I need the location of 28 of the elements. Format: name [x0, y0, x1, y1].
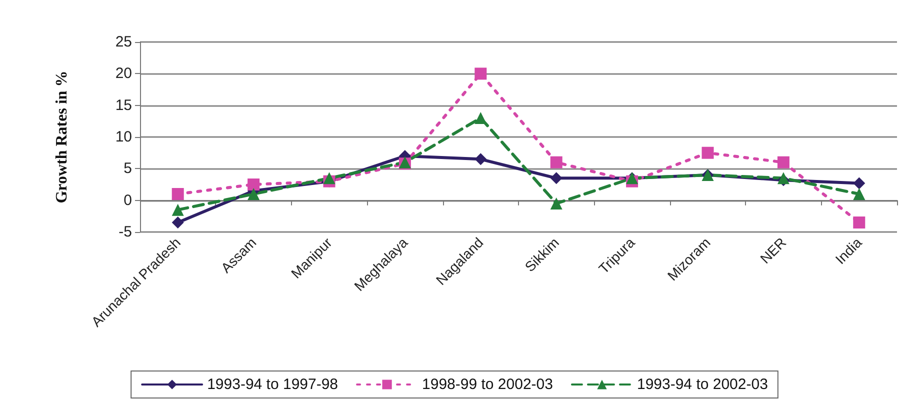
point: [474, 112, 487, 124]
point: [474, 153, 487, 166]
y-axis-title: Growth Rates in %: [54, 70, 70, 204]
point: [172, 216, 184, 228]
point: [248, 188, 260, 200]
legend-label: 1993-94 to 1997-98: [207, 376, 338, 393]
y-tick-label: 0: [124, 192, 132, 209]
point: [702, 146, 714, 159]
point: [853, 216, 866, 228]
point: [172, 188, 184, 200]
y-tick-label: 5: [124, 160, 132, 178]
legend-label: 1993-94 to 2002-03: [636, 376, 768, 393]
point: [550, 172, 562, 184]
point: [474, 68, 487, 80]
point: [853, 188, 866, 200]
legend-label: 1998-99 to 2002-03: [422, 376, 553, 393]
point: [777, 156, 790, 168]
point: [550, 198, 562, 210]
y-tick-label: 10: [115, 128, 132, 146]
y-tick-label: 15: [115, 96, 132, 114]
y-tick-label: 20: [115, 65, 132, 82]
point: [248, 178, 260, 190]
point: [550, 156, 562, 168]
point: [172, 204, 184, 216]
y-tick-label: 25: [115, 34, 132, 50]
y-tick-label: -5: [118, 224, 132, 240]
point: [853, 177, 866, 190]
point: [323, 172, 336, 184]
